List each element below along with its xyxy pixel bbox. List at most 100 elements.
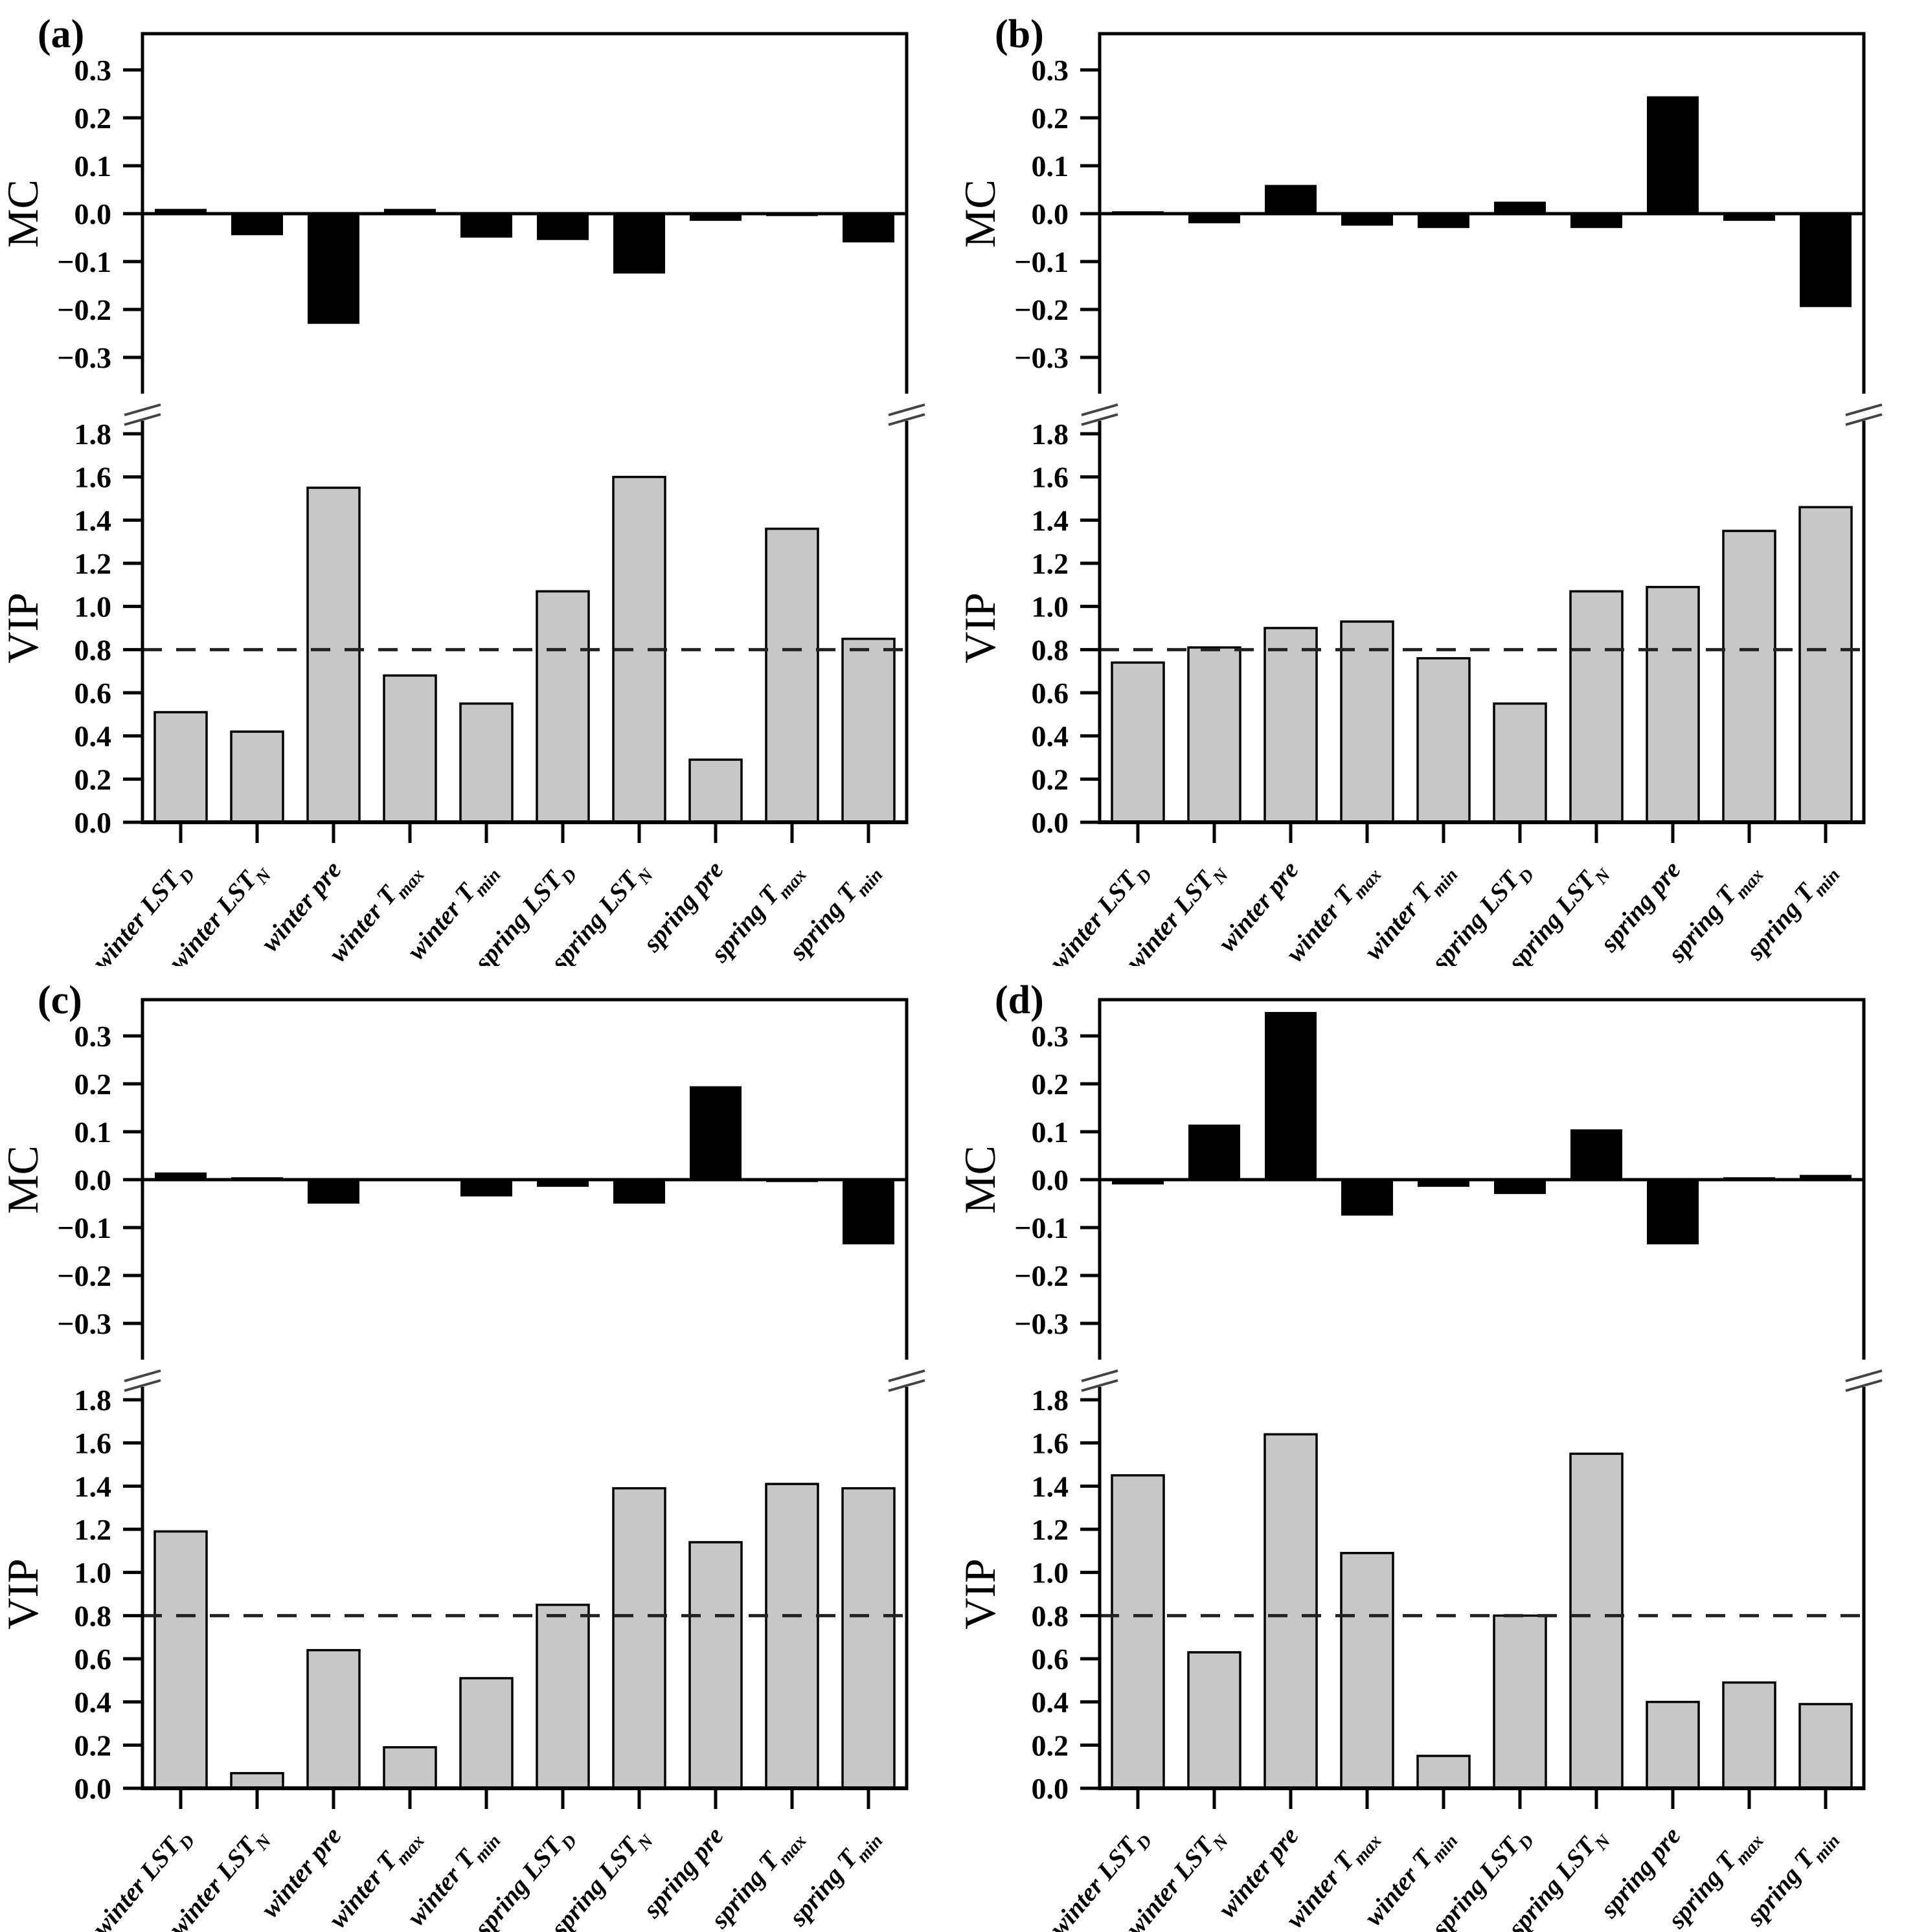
vip-bar [1798, 506, 1853, 824]
vip-tick-label: 0.8 [1032, 633, 1069, 666]
vip-tick-label: 1.6 [1032, 461, 1069, 494]
vip-bar [1187, 646, 1241, 824]
vip-bar [1187, 1651, 1241, 1790]
vip-tick-label: 0.8 [74, 1599, 112, 1632]
vip-tick-label: 1.8 [74, 418, 112, 451]
vip-tick-label: 0.0 [1032, 1772, 1069, 1805]
axis-break-mark [888, 403, 925, 416]
mc-bar [537, 1180, 589, 1187]
panel-d: (d) 0.3 0.2 0.1 0.0 −0.1 −0.2 −0.3 1.8 1.6 1.4 1.2… [957, 966, 1914, 1932]
vip-bar [383, 674, 437, 824]
mc-bar [1265, 185, 1317, 214]
mc-bar [308, 214, 359, 324]
mc-axis-title: MC [0, 1145, 47, 1214]
vip-tick-label: 1.8 [74, 1384, 112, 1417]
vip-tick-label: 0.6 [74, 677, 112, 710]
vip-bar [153, 1530, 208, 1790]
vip-bar [1263, 1433, 1318, 1790]
mc-tick-label: 0.3 [74, 54, 112, 87]
mc-bar [384, 208, 436, 214]
vip-tick-label: 1.0 [1032, 590, 1069, 623]
vip-tick-label: 0.6 [1032, 677, 1069, 710]
vip-tick-label: 1.6 [1032, 1427, 1069, 1460]
vip-tick-label: 0.4 [74, 720, 112, 753]
mc-bar [1800, 1174, 1852, 1180]
mc-bar [231, 214, 283, 236]
vip-bar [459, 702, 514, 824]
vip-bar [688, 1541, 743, 1790]
mc-bar [1418, 214, 1469, 229]
axis-break-mark [1081, 413, 1118, 426]
vip-tick-label: 0.2 [1032, 763, 1069, 796]
mc-axis-title: MC [957, 1145, 1004, 1214]
mc-tick-label: −0.3 [1014, 341, 1069, 374]
mc-bar [690, 1086, 742, 1180]
mc-bar [1647, 1180, 1699, 1244]
mc-bar [1494, 1180, 1546, 1195]
vip-tick-label: 1.0 [74, 590, 112, 623]
panel-chart: 0.3 0.2 0.1 0.0 −0.1 −0.2 −0.3 1.8 1.6 1.4 1.2 1.0 0… [0, 998, 925, 1932]
mc-axis-title: MC [957, 179, 1004, 248]
panel-letter: (a) [38, 12, 85, 56]
vip-bar [1111, 1474, 1165, 1790]
vip-bar [1569, 1452, 1624, 1790]
vip-bar [765, 527, 819, 824]
mc-tick-label: −0.3 [1014, 1307, 1069, 1340]
axis-break-mark [888, 413, 925, 426]
mc-bar [843, 1180, 894, 1244]
mc-tick-label: 0.1 [1032, 1116, 1069, 1149]
vip-bar [153, 711, 208, 824]
mc-bar [460, 214, 512, 238]
mc-bar [1341, 214, 1393, 226]
vip-bar [841, 1487, 896, 1790]
axis-break-mark [1081, 403, 1118, 416]
vip-bar [1798, 1703, 1853, 1790]
vip-bar [765, 1483, 819, 1790]
mc-tick-label: −0.1 [57, 245, 111, 278]
vip-bar [306, 1648, 361, 1790]
vip-bar [1646, 1700, 1700, 1790]
panel-chart: 0.3 0.2 0.1 0.0 −0.1 −0.2 −0.3 1.8 1.6 1.4 1.2 1.0 0… [957, 998, 1883, 1932]
mc-bar [1723, 214, 1775, 221]
axis-break-mark [1845, 1369, 1883, 1382]
mc-tick-label: −0.2 [57, 1259, 111, 1292]
vip-tick-label: 0.2 [74, 763, 112, 796]
mc-bar [1800, 214, 1852, 308]
vip-tick-label: 1.0 [74, 1556, 112, 1589]
mc-tick-label: −0.3 [57, 1307, 111, 1340]
mc-bar [1647, 96, 1699, 214]
panel-letter: (b) [995, 12, 1044, 56]
vip-bar [1416, 657, 1471, 824]
mc-bar [308, 1180, 359, 1204]
axis-break-mark [888, 1379, 925, 1392]
vip-tick-label: 1.8 [1032, 1384, 1069, 1417]
mc-tick-label: 0.3 [1032, 1020, 1069, 1053]
vip-tick-label: 1.6 [74, 461, 112, 494]
vip-tick-label: 0.6 [1032, 1643, 1069, 1676]
vip-bar [1111, 661, 1165, 824]
vip-tick-label: 0.2 [1032, 1729, 1069, 1762]
vip-bar [306, 486, 361, 824]
mc-bar [613, 214, 665, 274]
vip-tick-label: 0.4 [1032, 720, 1069, 753]
mc-tick-label: 0.1 [74, 1116, 112, 1149]
axis-break-mark [124, 403, 161, 416]
mc-bar [460, 1180, 512, 1196]
mc-tick-label: 0.2 [1032, 102, 1069, 135]
vip-bar [1722, 530, 1776, 824]
mc-tick-label: −0.2 [1014, 293, 1069, 326]
mc-tick-label: 0.2 [74, 1068, 112, 1101]
vip-tick-label: 1.4 [1032, 504, 1069, 537]
vip-tick-label: 0.4 [74, 1686, 112, 1719]
vip-tick-label: 1.4 [1032, 1470, 1069, 1503]
axis-break-mark [124, 1369, 161, 1382]
mc-tick-label: 0.1 [1032, 150, 1069, 183]
mc-tick-label: −0.2 [57, 293, 111, 326]
vip-bar [1646, 585, 1700, 824]
vip-tick-label: 1.2 [1032, 1513, 1069, 1546]
mc-tick-label: −0.1 [1014, 1211, 1069, 1244]
vip-tick-label: 1.2 [1032, 547, 1069, 580]
vip-bar [1722, 1681, 1776, 1790]
vip-tick-label: 0.0 [74, 806, 112, 839]
vip-tick-label: 1.0 [1032, 1556, 1069, 1589]
